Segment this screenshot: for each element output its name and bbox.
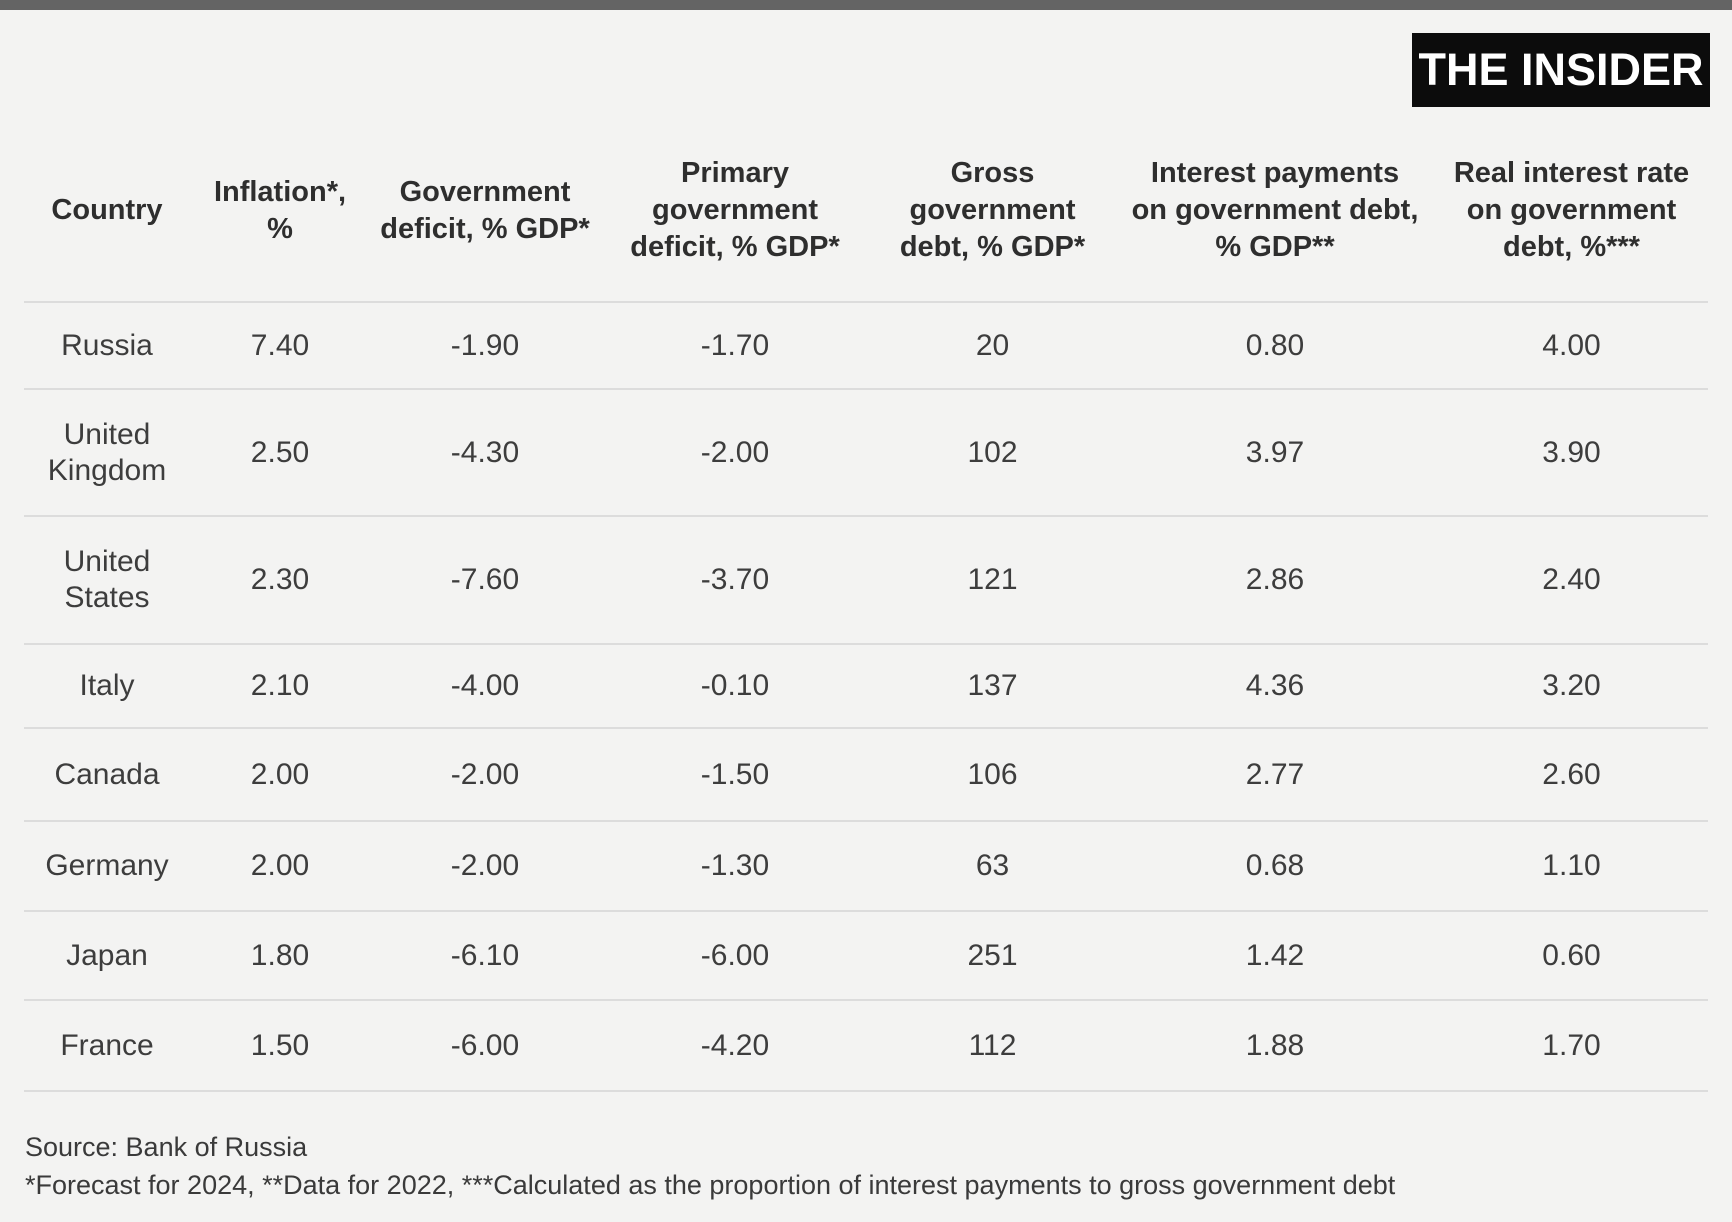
- country-cell: Germany: [24, 821, 190, 912]
- table-row-russia: Russia 7.40 -1.90 -1.70 20 0.80 4.00: [24, 302, 1708, 390]
- interest-payments-cell: 2.86: [1115, 516, 1435, 645]
- gov-deficit-cell: -1.90: [370, 302, 600, 390]
- gov-deficit-cell: -6.10: [370, 911, 600, 1001]
- column-header-gross-debt: Gross government debt, % GDP*: [870, 120, 1115, 303]
- primary-deficit-cell: -2.00: [600, 389, 870, 517]
- top-bar: [0, 0, 1732, 10]
- inflation-cell: 2.30: [190, 516, 370, 645]
- primary-deficit-cell: -1.70: [600, 302, 870, 390]
- gross-debt-cell: 137: [870, 644, 1115, 729]
- logo-text: THE INSIDER: [1418, 44, 1704, 95]
- column-header-interest-payments: Interest payments on government debt, % …: [1115, 120, 1435, 303]
- country-cell: Italy: [24, 644, 190, 729]
- column-header-real-interest-rate: Real interest rate on government debt, %…: [1435, 120, 1708, 303]
- interest-payments-cell: 4.36: [1115, 644, 1435, 729]
- column-header-primary-deficit: Primary government deficit, % GDP*: [600, 120, 870, 303]
- country-cell: Japan: [24, 911, 190, 1001]
- gross-debt-cell: 251: [870, 911, 1115, 1001]
- inflation-cell: 2.00: [190, 728, 370, 822]
- gov-deficit-cell: -2.00: [370, 728, 600, 822]
- column-header-country: Country: [24, 120, 190, 303]
- inflation-cell: 1.50: [190, 1000, 370, 1092]
- country-cell: United Kingdom: [24, 389, 190, 517]
- gov-deficit-cell: -4.30: [370, 389, 600, 517]
- gross-debt-cell: 20: [870, 302, 1115, 390]
- interest-payments-cell: 2.77: [1115, 728, 1435, 822]
- real-rate-cell: 2.60: [1435, 728, 1708, 822]
- country-cell: France: [24, 1000, 190, 1092]
- interest-payments-cell: 1.42: [1115, 911, 1435, 1001]
- primary-deficit-cell: -0.10: [600, 644, 870, 729]
- interest-payments-cell: 0.80: [1115, 302, 1435, 390]
- column-header-inflation: Inflation*, %: [190, 120, 370, 303]
- gov-deficit-cell: -4.00: [370, 644, 600, 729]
- gross-debt-cell: 63: [870, 821, 1115, 912]
- table-row-united-states: United States 2.30 -7.60 -3.70 121 2.86 …: [24, 516, 1708, 645]
- interest-payments-cell: 3.97: [1115, 389, 1435, 517]
- gov-deficit-cell: -2.00: [370, 821, 600, 912]
- inflation-cell: 2.50: [190, 389, 370, 517]
- primary-deficit-cell: -6.00: [600, 911, 870, 1001]
- footnotes-text: *Forecast for 2024, **Data for 2022, ***…: [25, 1170, 1396, 1200]
- table-header-row: Country Inflation*, % Government deficit…: [24, 120, 1708, 303]
- primary-deficit-cell: -1.30: [600, 821, 870, 912]
- gross-debt-cell: 121: [870, 516, 1115, 645]
- gross-debt-cell: 106: [870, 728, 1115, 822]
- table-footer: Source: Bank of Russia *Forecast for 202…: [25, 1128, 1395, 1204]
- primary-deficit-cell: -1.50: [600, 728, 870, 822]
- the-insider-logo: THE INSIDER: [1412, 33, 1710, 107]
- inflation-cell: 7.40: [190, 302, 370, 390]
- table-row-japan: Japan 1.80 -6.10 -6.00 251 1.42 0.60: [24, 911, 1708, 1001]
- source-text: Source: Bank of Russia: [25, 1132, 308, 1162]
- country-cell: Canada: [24, 728, 190, 822]
- country-cell: United States: [24, 516, 190, 645]
- real-rate-cell: 3.90: [1435, 389, 1708, 517]
- gross-debt-cell: 102: [870, 389, 1115, 517]
- real-rate-cell: 1.10: [1435, 821, 1708, 912]
- table-row-italy: Italy 2.10 -4.00 -0.10 137 4.36 3.20: [24, 644, 1708, 729]
- real-rate-cell: 4.00: [1435, 302, 1708, 390]
- primary-deficit-cell: -3.70: [600, 516, 870, 645]
- inflation-cell: 2.00: [190, 821, 370, 912]
- table-row-germany: Germany 2.00 -2.00 -1.30 63 0.68 1.10: [24, 821, 1708, 912]
- economic-data-table: Country Inflation*, % Government deficit…: [24, 120, 1708, 1092]
- table-row-canada: Canada 2.00 -2.00 -1.50 106 2.77 2.60: [24, 728, 1708, 822]
- interest-payments-cell: 0.68: [1115, 821, 1435, 912]
- column-header-government-deficit: Government deficit, % GDP*: [370, 120, 600, 303]
- real-rate-cell: 2.40: [1435, 516, 1708, 645]
- inflation-cell: 2.10: [190, 644, 370, 729]
- gov-deficit-cell: -6.00: [370, 1000, 600, 1092]
- table-row-france: France 1.50 -6.00 -4.20 112 1.88 1.70: [24, 1000, 1708, 1092]
- interest-payments-cell: 1.88: [1115, 1000, 1435, 1092]
- table-row-united-kingdom: United Kingdom 2.50 -4.30 -2.00 102 3.97…: [24, 389, 1708, 517]
- real-rate-cell: 1.70: [1435, 1000, 1708, 1092]
- primary-deficit-cell: -4.20: [600, 1000, 870, 1092]
- inflation-cell: 1.80: [190, 911, 370, 1001]
- gov-deficit-cell: -7.60: [370, 516, 600, 645]
- real-rate-cell: 3.20: [1435, 644, 1708, 729]
- country-cell: Russia: [24, 302, 190, 390]
- gross-debt-cell: 112: [870, 1000, 1115, 1092]
- real-rate-cell: 0.60: [1435, 911, 1708, 1001]
